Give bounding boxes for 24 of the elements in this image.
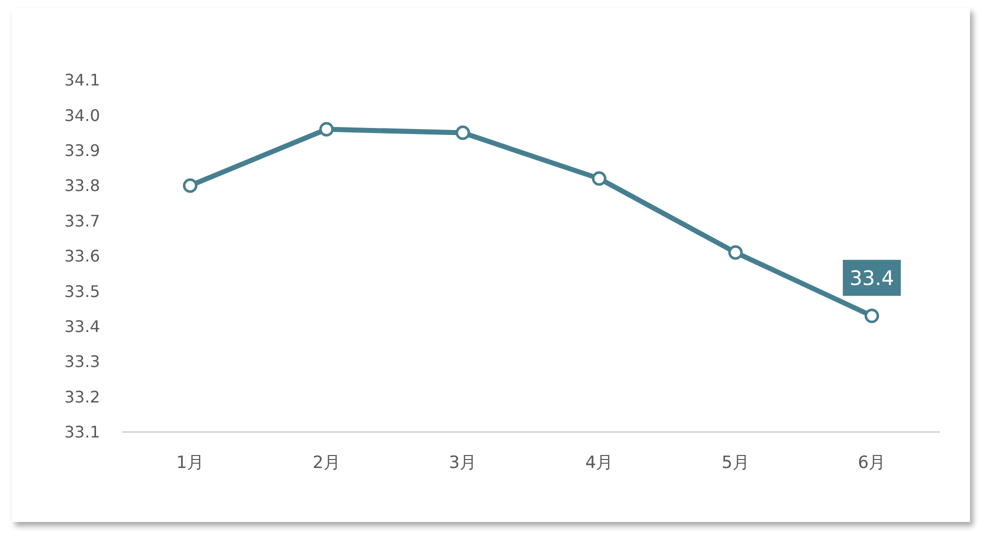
y-tick-label: 33.5: [64, 282, 100, 301]
x-tick-label: 1月: [176, 453, 204, 473]
x-tick-label: 4月: [585, 453, 614, 473]
y-tick-label: 33.1: [64, 422, 100, 442]
y-tick-label: 34.0: [64, 106, 100, 125]
y-tick-label: 34.1: [64, 70, 100, 90]
y-tick-label: 33.7: [64, 211, 100, 230]
y-tick-label: 33.9: [64, 141, 100, 160]
y-tick-label: 33.6: [64, 246, 100, 266]
y-tick-label: 33.8: [64, 176, 100, 196]
x-tick-label: 2月: [312, 453, 340, 473]
x-tick-label: 6月: [858, 453, 886, 473]
point: [592, 171, 606, 186]
point: [864, 308, 880, 324]
x-tick-label: 5月: [722, 453, 750, 473]
data-label: 33.4: [850, 266, 894, 290]
point: [728, 245, 743, 260]
point: [182, 178, 198, 193]
y-tick-label: 33.4: [64, 317, 100, 336]
y-tick-label: 33.3: [64, 352, 100, 372]
y-tick-label: 33.2: [64, 387, 100, 406]
point: [319, 122, 334, 137]
x-tick-label: 3月: [448, 453, 477, 473]
point: [456, 126, 470, 140]
